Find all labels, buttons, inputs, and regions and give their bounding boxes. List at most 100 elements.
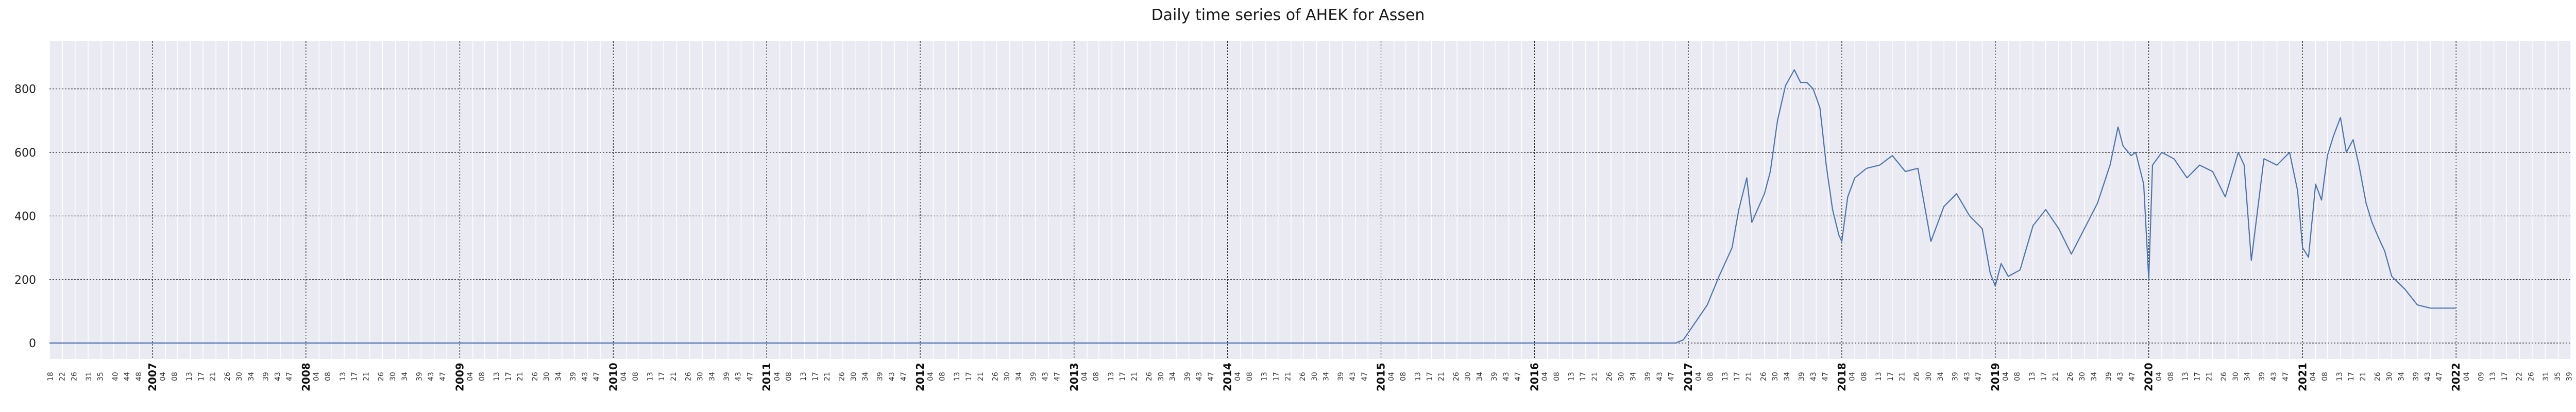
week-tick-label: 17 — [1887, 372, 1895, 381]
week-tick-label: 39 — [1490, 372, 1499, 381]
week-tick-label: 04 — [2155, 372, 2163, 381]
week-tick-label: 43 — [1963, 372, 1971, 381]
week-tick-label: 21 — [209, 372, 217, 381]
week-tick-label: 08 — [1399, 372, 1408, 381]
week-tick-label: 17 — [2347, 372, 2355, 381]
week-tick-label: 26 — [1913, 372, 1921, 381]
week-tick-label: 31 — [2542, 372, 2550, 381]
year-tick-label: 2013 — [1068, 363, 1080, 391]
week-tick-label: 34 — [708, 372, 716, 381]
week-tick-label: 34 — [1783, 372, 1791, 381]
major-gridlines — [49, 41, 2571, 359]
week-tick-label: 43 — [1656, 372, 1664, 381]
week-tick-label: 30 — [1771, 372, 1780, 381]
week-tick-label: 04 — [1080, 372, 1089, 381]
week-tick-label: 21 — [1591, 372, 1599, 381]
week-tick-label: 47 — [1207, 372, 1215, 381]
week-tick-label: 43 — [274, 372, 282, 381]
year-tick-label: 2022 — [2450, 363, 2462, 391]
week-tick-label: 21 — [977, 372, 985, 381]
week-tick-label: 30 — [389, 372, 397, 381]
week-tick-label: 18 — [47, 372, 55, 381]
week-tick-label: 34 — [1323, 372, 1331, 381]
week-tick-label: 13 — [646, 372, 654, 381]
week-tick-label: 04 — [1234, 372, 1242, 381]
week-tick-label: 17 — [197, 372, 206, 381]
week-tick-label: 47 — [285, 372, 294, 381]
week-tick-label: 39 — [2412, 372, 2420, 381]
week-tick-label: 43 — [581, 372, 589, 381]
week-tick-label: 17 — [811, 372, 820, 381]
week-tick-label: 17 — [1119, 372, 1127, 381]
week-tick-label: 13 — [1414, 372, 1422, 381]
week-tick-label: 04 — [159, 372, 167, 381]
week-tick-label: 26 — [1759, 372, 1768, 381]
year-tick-label: 2016 — [1528, 363, 1540, 391]
week-tick-label: 47 — [593, 372, 601, 381]
year-tick-label: 2010 — [607, 363, 619, 391]
week-tick-label: 34 — [247, 372, 256, 381]
y-tick-label: 600 — [14, 147, 36, 160]
week-tick-label: 21 — [1745, 372, 1753, 381]
week-tick-label: 39 — [2258, 372, 2266, 381]
week-tick-label: 39 — [1644, 372, 1652, 381]
week-tick-label: 13 — [2028, 372, 2037, 381]
week-tick-label: 47 — [439, 372, 447, 381]
week-tick-label: 39 — [2105, 372, 2113, 381]
week-tick-label: 43 — [2116, 372, 2125, 381]
week-tick-label: 47 — [1514, 372, 1522, 381]
week-tick-label: 08 — [1246, 372, 1254, 381]
week-tick-label: 39 — [1798, 372, 1806, 381]
week-tick-label: 08 — [2321, 372, 2329, 381]
week-tick-label: 26 — [224, 372, 232, 381]
week-tick-label: 26 — [2220, 372, 2228, 381]
year-tick-label: 2020 — [2143, 363, 2155, 391]
week-tick-label: 09 — [2477, 372, 2485, 381]
week-tick-label: 30 — [1464, 372, 1472, 381]
week-tick-label: 08 — [1092, 372, 1100, 381]
week-tick-label: 40 — [111, 372, 120, 381]
week-tick-label: 34 — [1937, 372, 1945, 381]
week-tick-label: 43 — [1502, 372, 1511, 381]
week-tick-label: 04 — [1541, 372, 1549, 381]
year-tick-label: 2009 — [453, 363, 466, 391]
week-tick-label: 34 — [1629, 372, 1637, 381]
week-tick-label: 30 — [1617, 372, 1625, 381]
week-tick-label: 08 — [171, 372, 179, 381]
week-tick-label: 43 — [2270, 372, 2278, 381]
week-tick-label: 17 — [1733, 372, 1741, 381]
week-tick-label: 39 — [876, 372, 885, 381]
week-tick-label: 39 — [1183, 372, 1192, 381]
week-tick-label: 04 — [1695, 372, 1703, 381]
chart-title: Daily time series of AHEK for Assen — [1151, 6, 1425, 24]
week-tick-label: 39 — [2566, 372, 2574, 381]
week-tick-label: 08 — [2013, 372, 2022, 381]
week-tick-label: 43 — [1195, 372, 1204, 381]
week-tick-label: 21 — [2205, 372, 2213, 381]
year-tick-label: 2008 — [300, 363, 312, 391]
week-tick-label: 04 — [2002, 372, 2010, 381]
minor-gridlines — [49, 41, 2571, 359]
week-tick-label: 17 — [2501, 372, 2509, 381]
week-tick-label: 47 — [900, 372, 908, 381]
week-tick-label: 30 — [850, 372, 858, 381]
week-tick-label: 39 — [569, 372, 578, 381]
week-tick-label: 21 — [1130, 372, 1139, 381]
week-tick-label: 13 — [1107, 372, 1115, 381]
week-tick-label: 08 — [785, 372, 793, 381]
week-tick-label: 13 — [1721, 372, 1730, 381]
y-tick-labels: 0 200 400 600 800 — [14, 83, 36, 351]
week-tick-label: 34 — [1015, 372, 1023, 381]
week-tick-label: 26 — [1606, 372, 1614, 381]
week-tick-label: 21 — [670, 372, 678, 381]
week-tick-label: 08 — [1860, 372, 1868, 381]
week-tick-label: 43 — [2424, 372, 2432, 381]
week-tick-label: 04 — [927, 372, 935, 381]
week-tick-label: 22 — [2516, 372, 2524, 381]
week-tick-label: 44 — [123, 372, 131, 381]
week-tick-label: 17 — [1426, 372, 1434, 381]
week-tick-label: 26 — [838, 372, 846, 381]
week-tick-label: 39 — [1951, 372, 1959, 381]
week-tick-label: 26 — [531, 372, 539, 381]
